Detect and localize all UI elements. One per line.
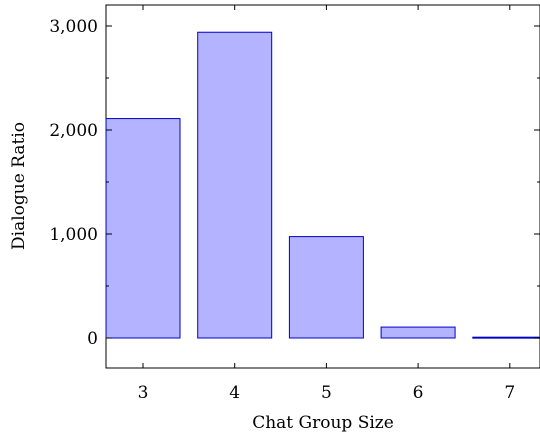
x-tick-label-5: 5 (321, 383, 332, 403)
bar-3 (105, 118, 181, 339)
x-tick-label-6: 6 (413, 383, 424, 403)
x-ticks-group: 3 4 5 6 7 (138, 5, 515, 403)
bar-7 (472, 336, 540, 339)
bars-group (105, 31, 540, 339)
x-tick-label-4: 4 (229, 383, 240, 403)
x-axis-label: Chat Group Size (252, 413, 394, 433)
x-tick-label-3: 3 (138, 383, 149, 403)
y-ticks-group: 0 1,000 2,000 3,000 (49, 17, 540, 349)
bar-4 (197, 31, 273, 339)
bar-6 (380, 326, 456, 339)
y-tick-label-2000: 2,000 (49, 121, 98, 141)
bar-5 (288, 236, 364, 339)
y-axis-label: Dialogue Ratio (9, 122, 29, 250)
y-tick-label-0: 0 (87, 329, 98, 349)
y-tick-label-3000: 3,000 (49, 17, 98, 37)
x-tick-label-7: 7 (504, 383, 515, 403)
y-tick-label-1000: 1,000 (49, 225, 98, 245)
